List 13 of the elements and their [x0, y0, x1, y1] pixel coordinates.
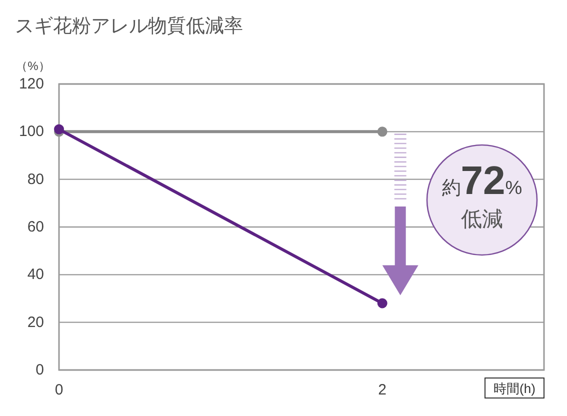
chart-title: スギ花粉アレル物質低減率: [15, 15, 243, 37]
y-axis-title: （%）: [16, 59, 50, 73]
y-tick-label: 60: [27, 218, 44, 236]
y-tick-label: 20: [27, 314, 44, 331]
y-tick-label: 0: [36, 362, 44, 378]
x-tick-label: 2: [378, 382, 387, 398]
x-axis-title: 時間(h): [494, 381, 536, 396]
y-tick-label: 120: [18, 76, 44, 92]
annotation: 低減: [461, 208, 503, 231]
y-tick-label: 80: [27, 170, 44, 188]
annotation: 約72%: [442, 159, 522, 203]
y-tick-label: 100: [18, 123, 44, 140]
y-tick-label: 40: [27, 266, 44, 284]
